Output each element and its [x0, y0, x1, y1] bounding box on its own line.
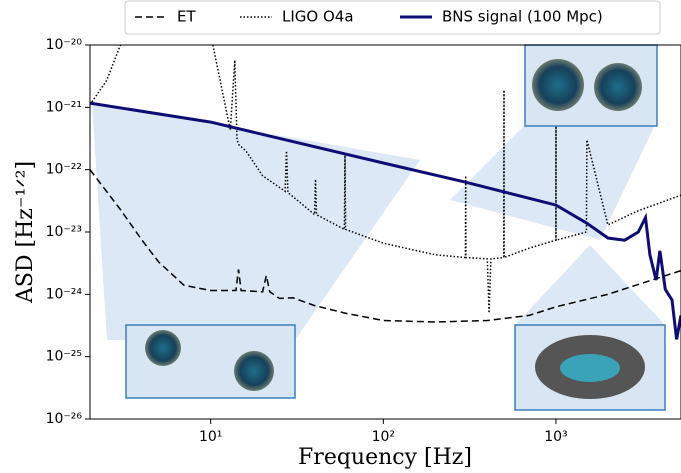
neutron-star [234, 351, 274, 391]
series-line [90, 169, 681, 323]
inset-areas [92, 103, 665, 340]
x-axis-label: Frequency [Hz] [298, 445, 472, 470]
inset-shade [92, 103, 420, 340]
legend-label: BNS signal (100 Mpc) [442, 8, 603, 26]
neutron-star [145, 330, 181, 366]
y-tick-label: 10⁻²⁴ [46, 286, 83, 302]
y-tick-label: 10⁻²² [46, 162, 82, 178]
merger-core [560, 354, 620, 382]
neutron-star [532, 59, 584, 111]
x-tick-label: 10² [372, 429, 395, 445]
legend-label: LIGO O4a [282, 8, 354, 26]
inset-shade [450, 125, 655, 240]
x-tick-label: 10³ [544, 429, 567, 445]
neutron-star [594, 63, 642, 111]
y-axis-label: ASD [Hz⁻¹ᐟ²] [13, 161, 38, 304]
legend-label: ET [177, 8, 196, 26]
y-tick-label: 10⁻²⁶ [46, 411, 83, 427]
y-tick-label: 10⁻²⁵ [46, 349, 82, 365]
y-tick-label: 10⁻²¹ [46, 99, 82, 115]
legend-box [124, 0, 661, 35]
y-tick-label: 10⁻²³ [46, 224, 82, 240]
series-line [90, 101, 681, 340]
legend: ET LIGO O4a BNS signal (100 Mpc) [135, 8, 603, 26]
insets [125, 44, 666, 411]
x-tick-label: 10¹ [199, 429, 222, 445]
y-tick-label: 10⁻²⁰ [46, 37, 83, 53]
inset-shade [515, 245, 665, 325]
